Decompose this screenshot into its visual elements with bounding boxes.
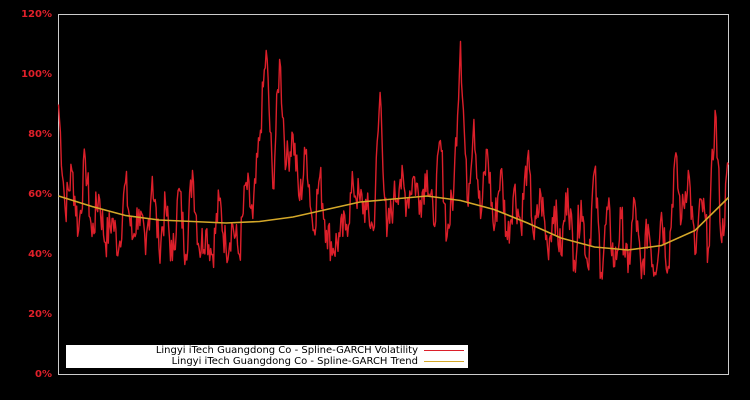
trend-line: [58, 195, 730, 251]
y-tick-label: 60%: [28, 188, 52, 200]
volatility-line: [57, 40, 730, 280]
y-tick-label: 120%: [21, 8, 52, 20]
legend-swatch-trend: [424, 361, 464, 362]
legend-label-volatility: Lingyi iTech Guangdong Co - Spline-GARCH…: [155, 345, 418, 356]
y-tick-label: 100%: [21, 68, 52, 80]
legend-label-trend: Lingyi iTech Guangdong Co - Spline-GARCH…: [171, 356, 418, 367]
legend-swatch-volatility: [424, 350, 464, 351]
legend: Lingyi iTech Guangdong Co - Spline-GARCH…: [66, 345, 468, 368]
y-tick-label: 40%: [28, 248, 52, 260]
legend-item-volatility: Lingyi iTech Guangdong Co - Spline-GARCH…: [156, 345, 464, 356]
y-tick-label: 20%: [28, 308, 52, 320]
legend-item-trend: Lingyi iTech Guangdong Co - Spline-GARCH…: [172, 356, 464, 367]
y-tick-label: 80%: [28, 128, 52, 140]
y-tick-label: 0%: [35, 368, 52, 380]
